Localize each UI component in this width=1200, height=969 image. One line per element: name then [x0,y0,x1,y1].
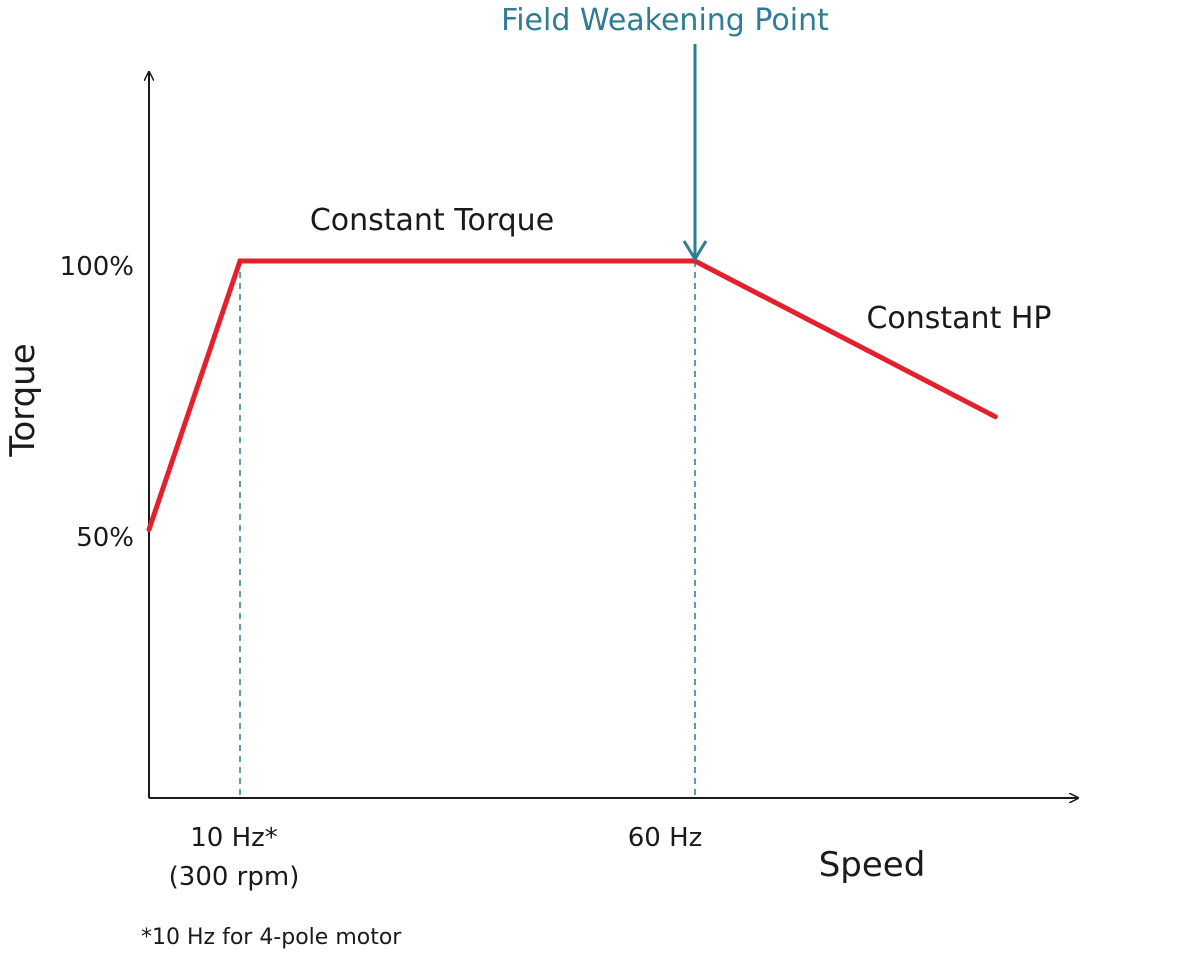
x-tick-label-60hz: 60 Hz [628,823,703,853]
field-weakening-label: Field Weakening Point [501,3,829,38]
constant-hp-label: Constant HP [866,301,1051,336]
footnote: *10 Hz for 4-pole motor [141,925,402,950]
x-tick-sublabel-10hz: (300 rpm) [169,862,300,892]
field-weakening-arrow-head [682,240,708,262]
y-tick-label-50: 50% [76,523,134,553]
x-tick-label-10hz: 10 Hz* [190,823,278,853]
y-axis-title: Torque [3,343,43,457]
x-axis-title: Speed [819,845,926,885]
y-tick-label-100: 100% [60,252,134,282]
constant-torque-label: Constant Torque [310,203,554,238]
torque-curve [146,258,998,532]
